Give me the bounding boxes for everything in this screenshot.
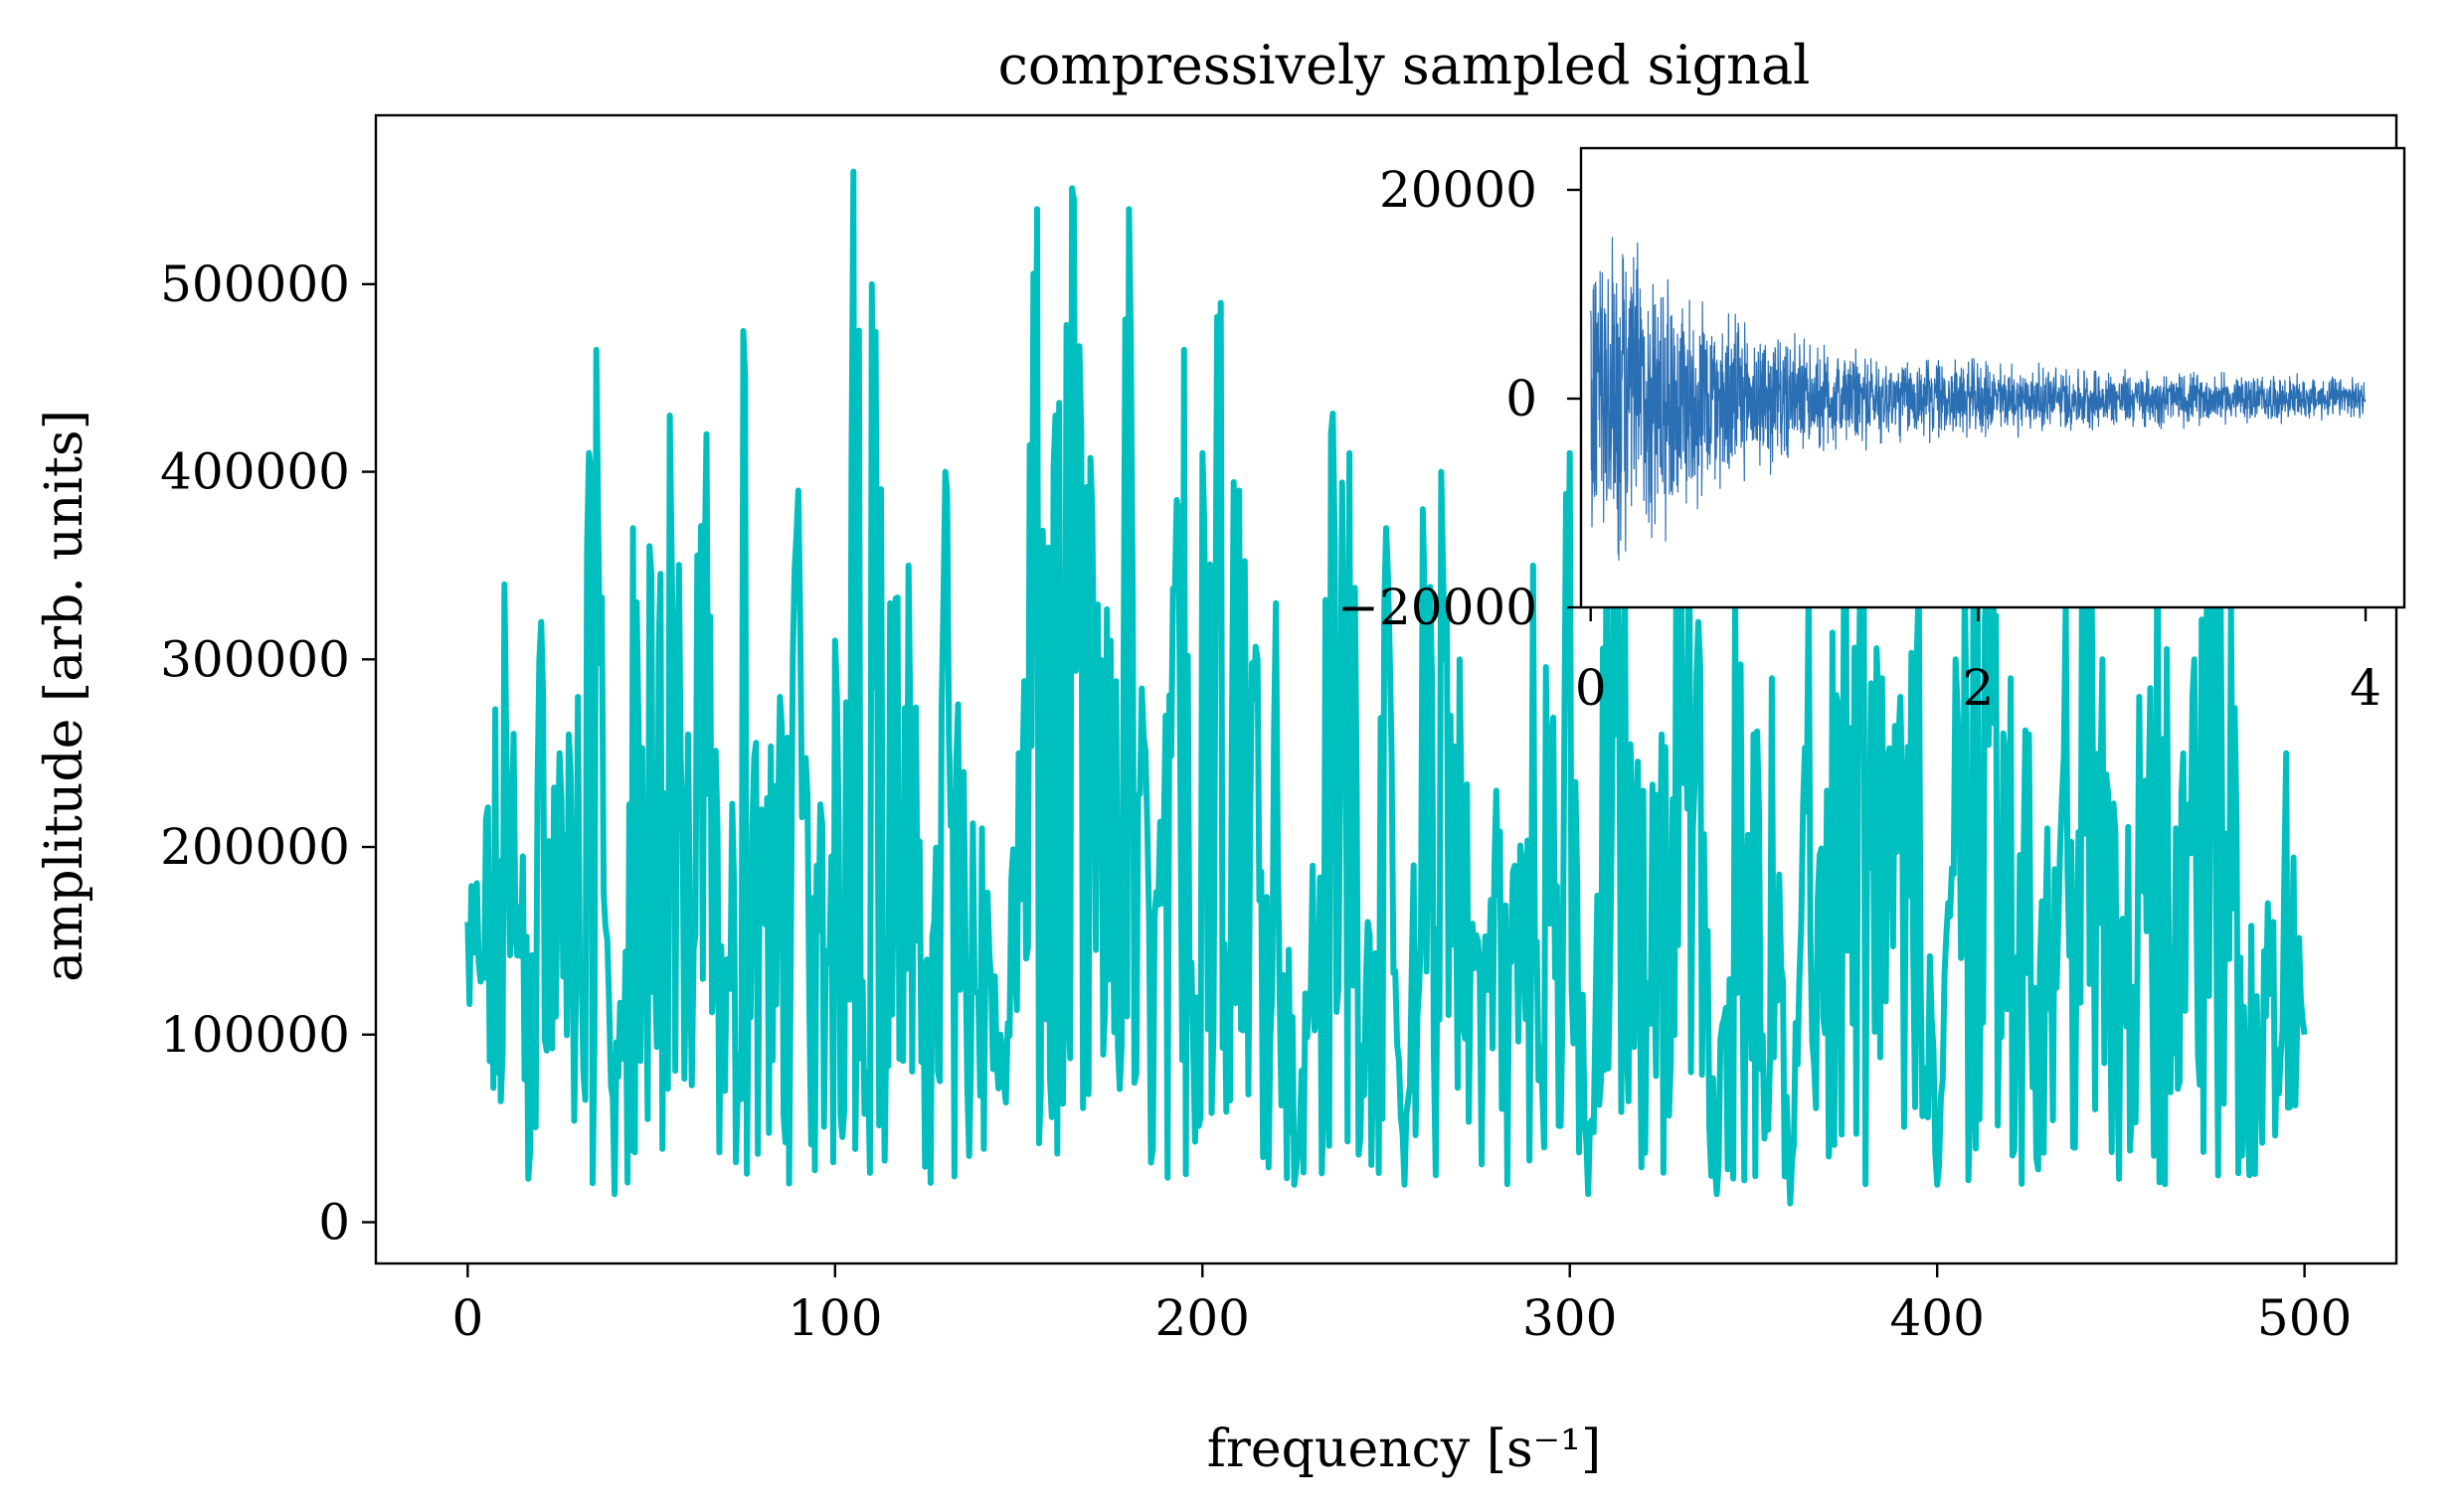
inset-y-tick-label: 0 <box>1505 370 1537 427</box>
x-tick-label: 200 <box>1155 1289 1250 1347</box>
y-tick-label: 500000 <box>160 255 350 313</box>
inset-chart: 0 2 4 −20000 0 20000 <box>1337 146 2406 717</box>
inset-series-path <box>1590 237 2367 561</box>
inset-y-tick-label: 20000 <box>1379 161 1537 219</box>
x-tick-label: 0 <box>451 1289 483 1347</box>
inset-y-axis: −20000 0 20000 <box>1337 161 1581 636</box>
inset-x-axis: 0 2 4 <box>1575 607 2381 717</box>
inset-series-signal <box>1590 237 2367 561</box>
x-axis-label: frequency [s⁻¹] <box>1207 1420 1602 1479</box>
y-tick-label: 100000 <box>160 1006 350 1064</box>
y-axis-label: amplitude [arb. units] <box>35 410 94 982</box>
main-plot-frame <box>374 113 2398 1265</box>
y-tick-label: 400000 <box>160 443 350 501</box>
main-y-axis: 0 100000 200000 300000 400000 500000 <box>160 255 376 1251</box>
main-series-line <box>464 168 2308 1207</box>
inset-x-tick-label: 0 <box>1575 659 1607 717</box>
chart-title: compressively sampled signal <box>998 34 1811 96</box>
x-tick-label: 400 <box>1889 1289 1984 1347</box>
y-tick-label: 200000 <box>160 818 350 876</box>
y-tick-label: 0 <box>318 1193 350 1251</box>
inset-x-tick-label: 4 <box>2350 659 2381 717</box>
y-tick-label: 300000 <box>160 630 350 688</box>
main-chart: compressively sampled signal 0 100 200 300 4… <box>35 34 2398 1479</box>
main-x-axis: 0 100 200 300 400 500 <box>451 1263 2352 1347</box>
main-series-path <box>464 168 2308 1207</box>
inset-plot-frame <box>1579 146 2406 609</box>
x-tick-label: 100 <box>788 1289 882 1347</box>
x-tick-label: 500 <box>2257 1289 2352 1347</box>
inset-y-tick-label: −20000 <box>1337 579 1537 636</box>
x-tick-label: 300 <box>1522 1289 1617 1347</box>
inset-x-tick-label: 2 <box>1962 659 1994 717</box>
